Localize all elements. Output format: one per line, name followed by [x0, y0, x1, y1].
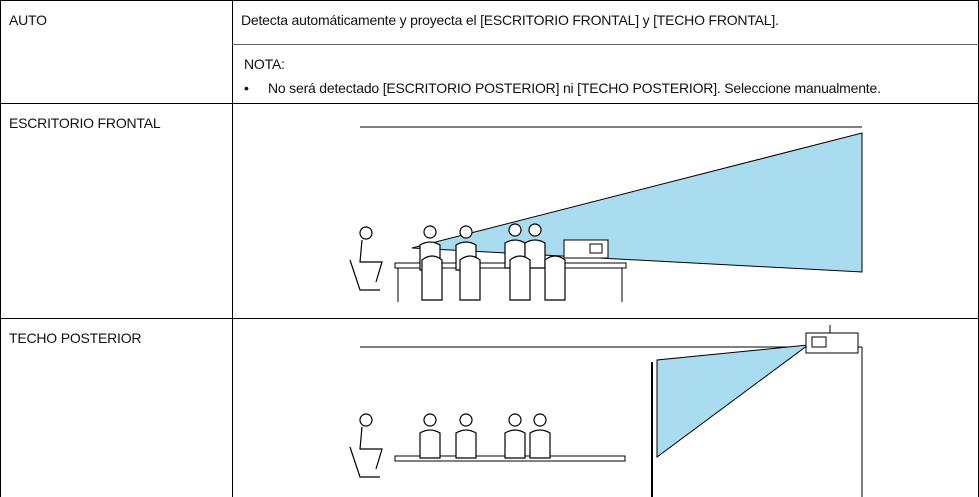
front-desk-illustration	[349, 126, 863, 302]
note-item: No será detectado [ESCRITORIO POSTERIOR]…	[268, 80, 881, 96]
row-label: AUTO	[9, 12, 47, 28]
border	[232, 44, 979, 45]
row-label: TECHO POSTERIOR	[9, 330, 142, 346]
note-title: NOTA:	[244, 56, 285, 72]
border	[0, 0, 1, 497]
border	[232, 0, 233, 497]
border	[0, 103, 979, 104]
row-label: ESCRITORIO FRONTAL	[9, 115, 161, 131]
rear-ceiling-illustration	[349, 325, 863, 497]
row-description: Detecta automáticamente y proyecta el [E…	[241, 12, 779, 28]
note-bullet: •	[244, 80, 249, 96]
border	[0, 318, 979, 319]
border	[0, 0, 979, 1]
